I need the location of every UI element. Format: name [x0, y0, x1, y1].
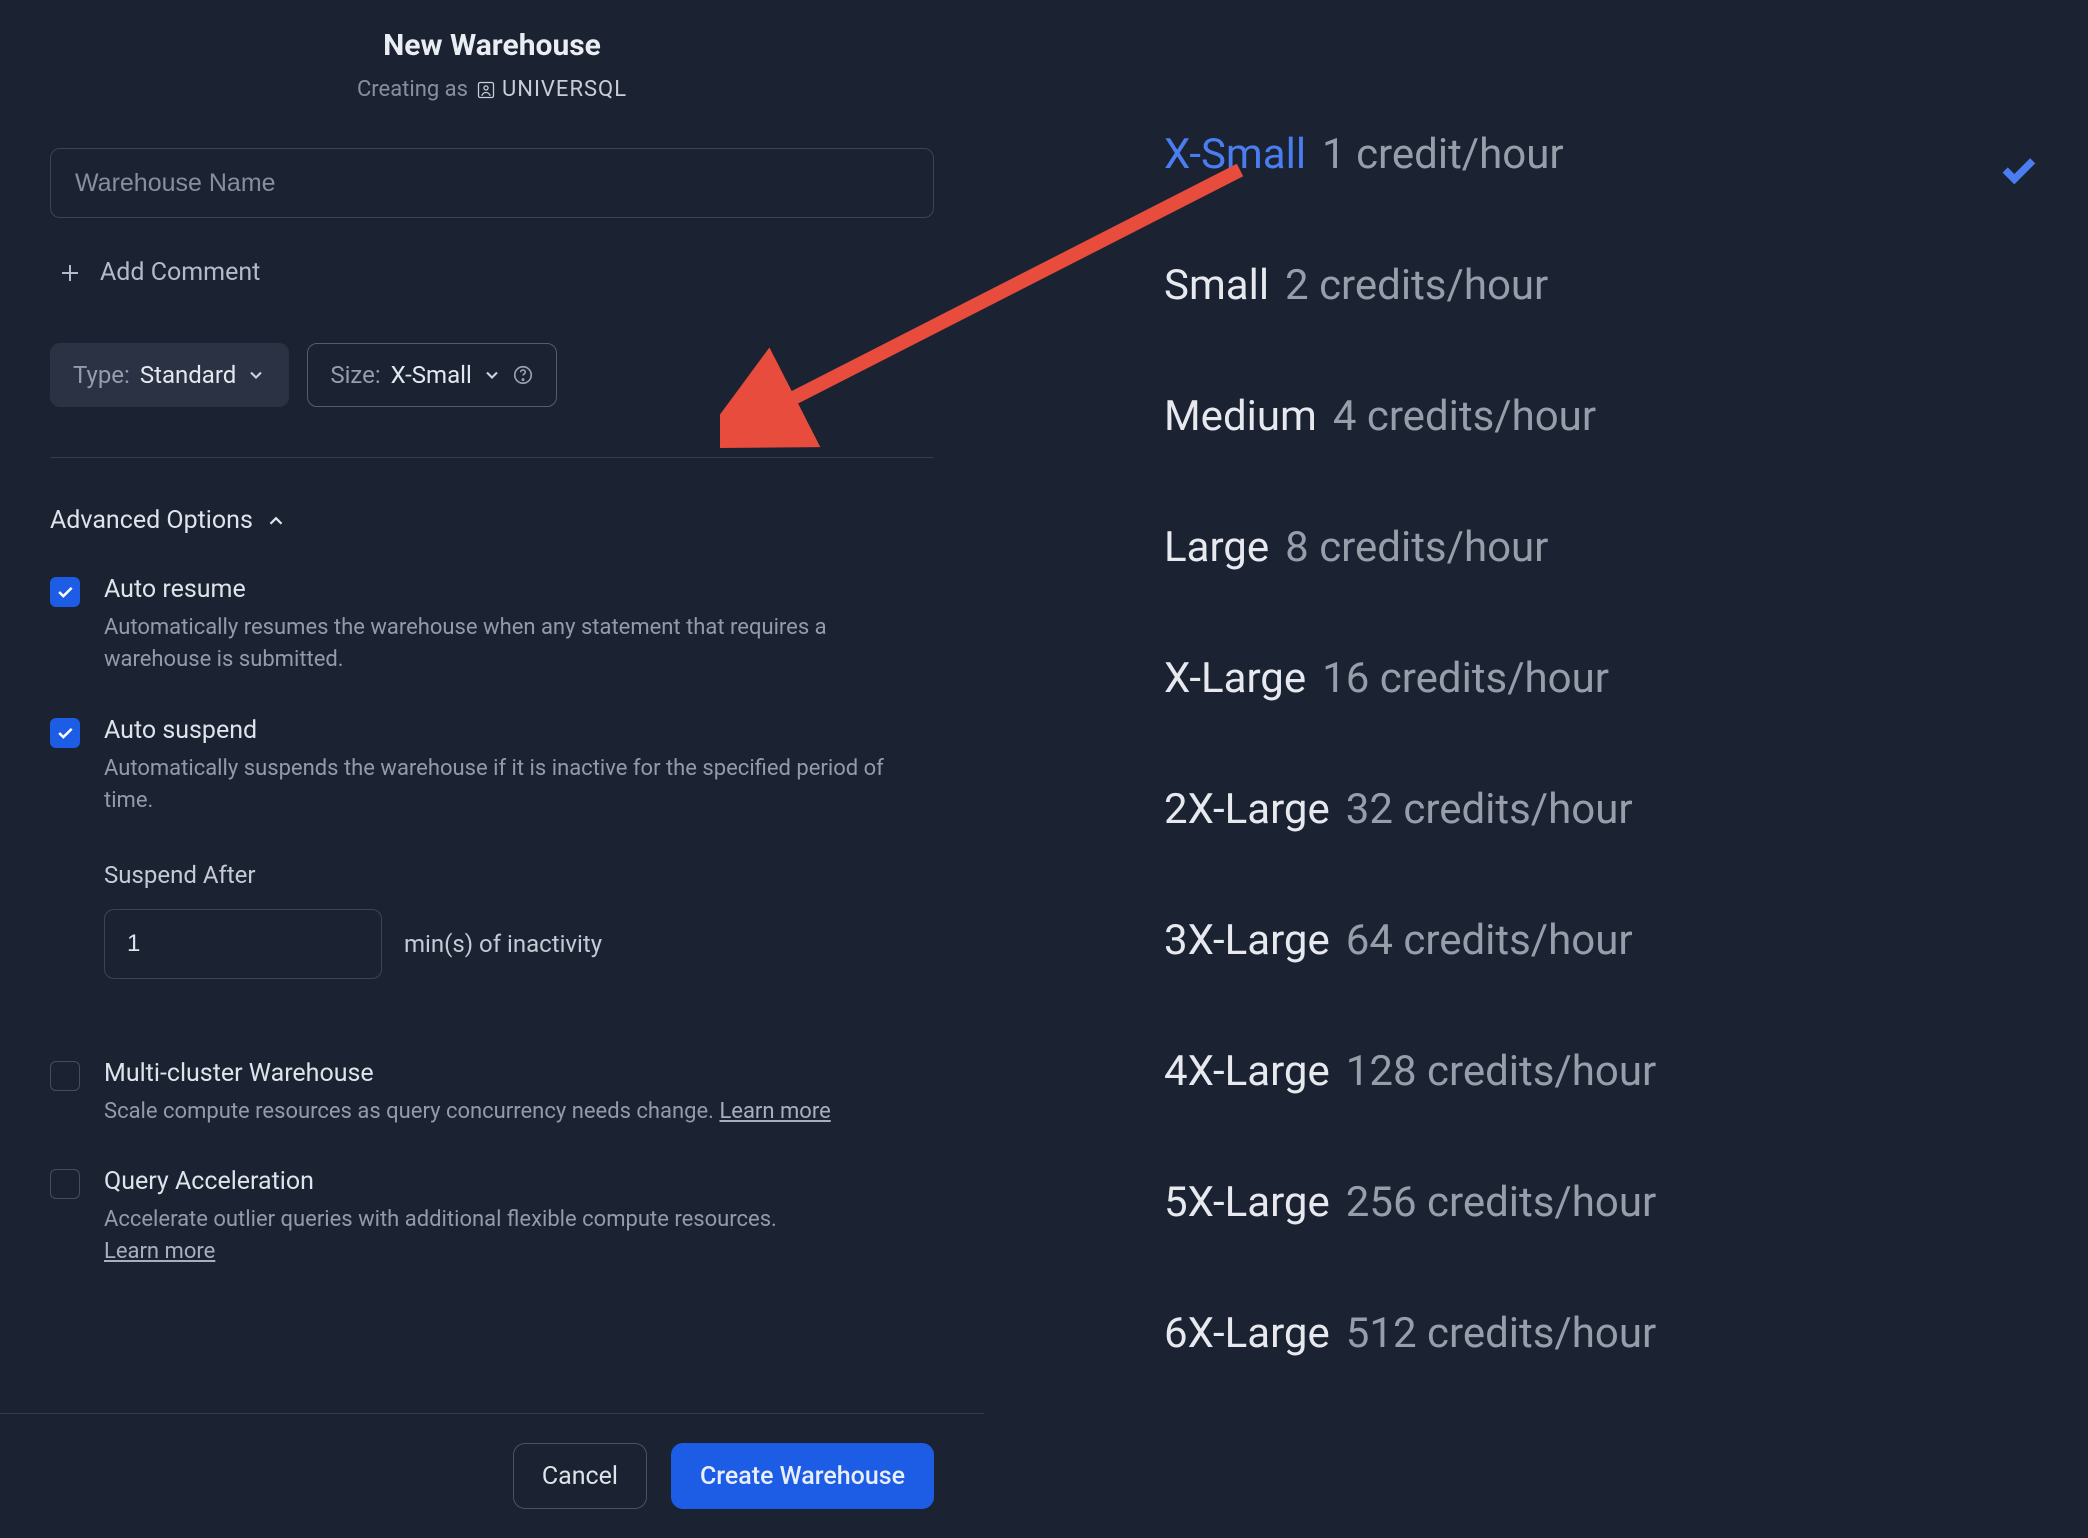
query-accel-desc: Accelerate outlier queries with addition…: [104, 1204, 934, 1268]
advanced-options-toggle[interactable]: Advanced Options: [50, 506, 934, 535]
chevron-down-icon: [482, 365, 502, 385]
query-accel-learn-more[interactable]: Learn more: [104, 1239, 215, 1264]
check-icon: [55, 582, 75, 602]
size-option-name: Small: [1164, 261, 1269, 310]
size-option-credits: 2 credits/hour: [1285, 261, 1548, 310]
multi-cluster-title: Multi-cluster Warehouse: [104, 1059, 934, 1088]
size-dropdown[interactable]: Size: X-Small: [307, 343, 557, 407]
size-option[interactable]: Small 2 credits/hour: [1164, 261, 2048, 310]
warehouse-name-input[interactable]: [50, 148, 934, 218]
size-option[interactable]: X-Large 16 credits/hour: [1164, 654, 2048, 703]
divider: [50, 457, 934, 458]
size-option-name: Medium: [1164, 392, 1317, 441]
username: UNIVERSQL: [502, 77, 627, 102]
auto-resume-checkbox[interactable]: [50, 577, 80, 607]
size-option-name: X-Small: [1164, 130, 1306, 179]
size-options-menu: X-Small 1 credit/hour Small 2 credits/hour M…: [984, 0, 2088, 1538]
size-option-credits: 16 credits/hour: [1322, 654, 1609, 703]
size-option-credits: 512 credits/hour: [1346, 1309, 1656, 1358]
size-option-credits: 4 credits/hour: [1333, 392, 1596, 441]
size-option[interactable]: X-Small 1 credit/hour: [1164, 130, 2048, 179]
size-option-credits: 32 credits/hour: [1346, 785, 1633, 834]
user-icon: [476, 80, 496, 100]
query-accel-title: Query Acceleration: [104, 1167, 934, 1196]
size-option-credits: 256 credits/hour: [1346, 1178, 1656, 1227]
advanced-options-label: Advanced Options: [50, 506, 253, 535]
type-value: Standard: [140, 361, 236, 389]
size-option-name: 5X-Large: [1164, 1178, 1330, 1227]
size-option-name: 2X-Large: [1164, 785, 1330, 834]
plus-icon: [58, 261, 82, 285]
size-option-name: 4X-Large: [1164, 1047, 1330, 1096]
size-option-name: Large: [1164, 523, 1269, 572]
size-option[interactable]: 6X-Large 512 credits/hour: [1164, 1309, 2048, 1358]
size-option-name: 6X-Large: [1164, 1309, 1330, 1358]
cancel-button[interactable]: Cancel: [513, 1443, 647, 1509]
auto-resume-desc: Automatically resumes the warehouse when…: [104, 612, 934, 676]
suspend-after-label: Suspend After: [104, 861, 934, 889]
type-dropdown[interactable]: Type: Standard: [50, 343, 289, 407]
add-comment-label: Add Comment: [100, 258, 260, 287]
create-warehouse-button[interactable]: Create Warehouse: [671, 1443, 934, 1509]
size-option[interactable]: 2X-Large 32 credits/hour: [1164, 785, 2048, 834]
size-option-credits: 8 credits/hour: [1285, 523, 1548, 572]
chevron-down-icon: [246, 365, 266, 385]
auto-resume-title: Auto resume: [104, 575, 934, 604]
help-icon: [512, 364, 534, 386]
size-option-credits: 128 credits/hour: [1346, 1047, 1656, 1096]
creating-as-label: Creating as: [357, 77, 468, 102]
type-label: Type:: [73, 361, 130, 389]
size-option[interactable]: 5X-Large 256 credits/hour: [1164, 1178, 2048, 1227]
multi-cluster-desc: Scale compute resources as query concurr…: [104, 1096, 934, 1128]
query-accel-checkbox[interactable]: [50, 1169, 80, 1199]
size-option-credits: 64 credits/hour: [1346, 916, 1633, 965]
auto-suspend-title: Auto suspend: [104, 716, 934, 745]
size-option[interactable]: 4X-Large 128 credits/hour: [1164, 1047, 2048, 1096]
size-option[interactable]: 3X-Large 64 credits/hour: [1164, 916, 2048, 965]
new-warehouse-modal: New Warehouse Creating as UNIVERSQL: [0, 0, 984, 1538]
size-option-name: 3X-Large: [1164, 916, 1330, 965]
size-value: X-Small: [391, 361, 472, 389]
modal-title: New Warehouse: [50, 28, 934, 63]
selected-check-icon: [1996, 148, 2040, 196]
multi-cluster-learn-more[interactable]: Learn more: [719, 1099, 830, 1124]
size-label: Size:: [330, 361, 380, 389]
suspend-after-unit: min(s) of inactivity: [404, 930, 602, 958]
size-option-name: X-Large: [1164, 654, 1306, 703]
size-option[interactable]: Medium 4 credits/hour: [1164, 392, 2048, 441]
add-comment-button[interactable]: Add Comment: [50, 258, 934, 287]
multi-cluster-checkbox[interactable]: [50, 1061, 80, 1091]
size-option[interactable]: Large 8 credits/hour: [1164, 523, 2048, 572]
chevron-up-icon: [265, 510, 287, 532]
creating-as-row: Creating as UNIVERSQL: [50, 77, 934, 102]
suspend-after-input[interactable]: [104, 909, 382, 979]
user-badge: UNIVERSQL: [476, 77, 627, 102]
check-icon: [55, 723, 75, 743]
auto-suspend-checkbox[interactable]: [50, 718, 80, 748]
auto-suspend-desc: Automatically suspends the warehouse if …: [104, 753, 934, 817]
size-option-credits: 1 credit/hour: [1322, 130, 1564, 179]
